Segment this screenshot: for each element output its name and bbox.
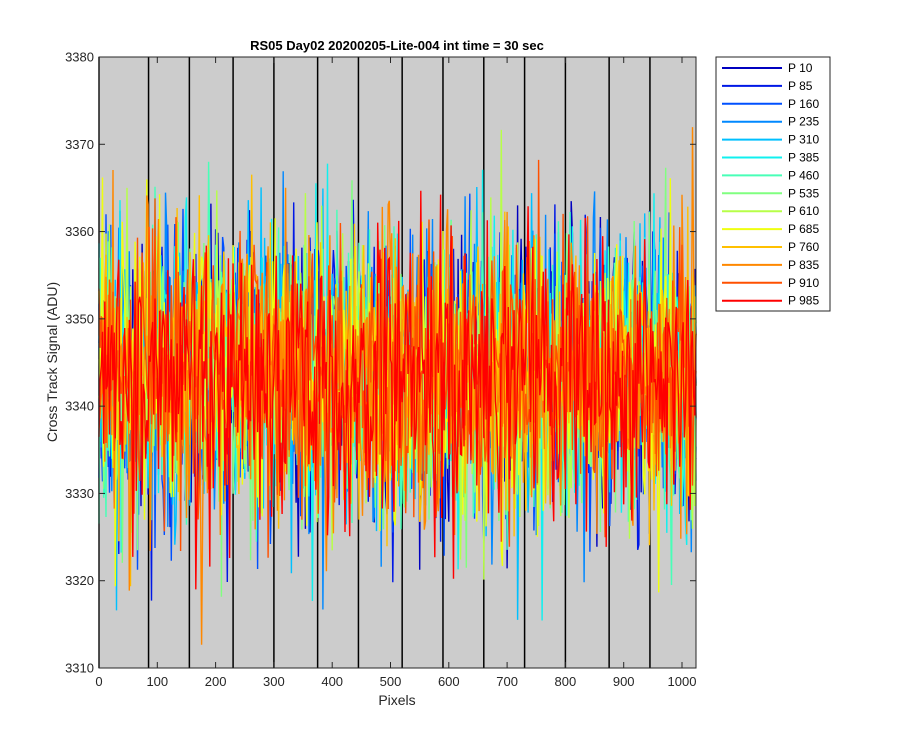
legend-label: P 760 <box>788 240 819 254</box>
x-tick-label: 900 <box>613 674 635 689</box>
y-tick-label: 3320 <box>65 573 94 588</box>
x-axis-ticks: 0 100 200 300 400 500 600 700 800 900 1000 <box>95 57 696 689</box>
legend-label: P 610 <box>788 204 819 218</box>
x-tick-label: 200 <box>205 674 227 689</box>
y-tick-label: 3380 <box>65 50 94 65</box>
legend-label: P 535 <box>788 186 819 200</box>
plot-frame <box>98 56 697 669</box>
legend-box <box>715 56 831 312</box>
legend-label: P 910 <box>788 276 819 290</box>
x-tick-label: 1000 <box>668 674 697 689</box>
legend-label: P 85 <box>788 79 813 93</box>
y-tick-label: 3310 <box>65 661 94 676</box>
legend-label: P 460 <box>788 168 819 182</box>
legend-label: P 835 <box>788 258 819 272</box>
y-tick-label: 3360 <box>65 224 94 239</box>
series-lines <box>98 127 697 645</box>
x-tick-label: 700 <box>496 674 518 689</box>
legend-label: P 985 <box>788 294 819 308</box>
y-tick-label: 3340 <box>65 399 94 414</box>
legend-label: P 10 <box>788 61 813 75</box>
series-line <box>98 190 697 590</box>
x-tick-label: 500 <box>380 674 402 689</box>
x-tick-label: 0 <box>95 674 102 689</box>
x-tick-label: 100 <box>146 674 168 689</box>
legend-label: P 385 <box>788 151 819 165</box>
legend-label: P 160 <box>788 97 819 111</box>
y-tick-label: 3370 <box>65 137 94 152</box>
legend-label: P 310 <box>788 133 819 147</box>
legend: P 10 P 85 P 160 P 235 P 310 P 385 P 460 P 535 P … <box>715 56 831 312</box>
legend-label: P 685 <box>788 222 819 236</box>
x-tick-label: 400 <box>321 674 343 689</box>
x-tick-label: 300 <box>263 674 285 689</box>
legend-label: P 235 <box>788 115 819 129</box>
y-axis-ticks: 3310 3320 3330 3340 3350 3360 3370 3380 <box>65 50 696 676</box>
y-tick-label: 3330 <box>65 486 94 501</box>
y-tick-label: 3350 <box>65 311 94 326</box>
x-axis-label: Pixels <box>378 692 415 708</box>
x-tick-label: 800 <box>555 674 577 689</box>
y-axis-label: Cross Track Signal (ADU) <box>44 282 60 442</box>
chart-title: RS05 Day02 20200205-Lite-004 int time = … <box>250 38 544 53</box>
x-tick-label: 600 <box>438 674 460 689</box>
